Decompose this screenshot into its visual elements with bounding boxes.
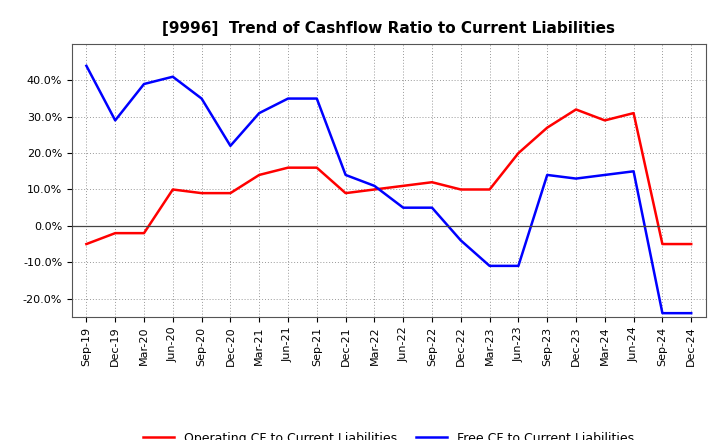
Operating CF to Current Liabilities: [600, 118, 609, 123]
Operating CF to Current Liabilities: [82, 242, 91, 247]
Operating CF to Current Liabilities: [312, 165, 321, 170]
Free CF to Current Liabilities: [226, 143, 235, 148]
Free CF to Current Liabilities: [600, 172, 609, 178]
Operating CF to Current Liabilities: [255, 172, 264, 178]
Line: Free CF to Current Liabilities: Free CF to Current Liabilities: [86, 66, 691, 313]
Operating CF to Current Liabilities: [226, 191, 235, 196]
Operating CF to Current Liabilities: [111, 231, 120, 236]
Free CF to Current Liabilities: [140, 81, 148, 87]
Free CF to Current Liabilities: [370, 183, 379, 188]
Free CF to Current Liabilities: [197, 96, 206, 101]
Free CF to Current Liabilities: [543, 172, 552, 178]
Free CF to Current Liabilities: [312, 96, 321, 101]
Free CF to Current Liabilities: [111, 118, 120, 123]
Title: [9996]  Trend of Cashflow Ratio to Current Liabilities: [9996] Trend of Cashflow Ratio to Curren…: [162, 21, 616, 36]
Line: Operating CF to Current Liabilities: Operating CF to Current Liabilities: [86, 110, 691, 244]
Legend: Operating CF to Current Liabilities, Free CF to Current Liabilities: Operating CF to Current Liabilities, Fre…: [138, 427, 639, 440]
Operating CF to Current Liabilities: [140, 231, 148, 236]
Operating CF to Current Liabilities: [197, 191, 206, 196]
Operating CF to Current Liabilities: [341, 191, 350, 196]
Operating CF to Current Liabilities: [514, 150, 523, 156]
Operating CF to Current Liabilities: [687, 242, 696, 247]
Free CF to Current Liabilities: [255, 110, 264, 116]
Free CF to Current Liabilities: [514, 263, 523, 268]
Operating CF to Current Liabilities: [456, 187, 465, 192]
Free CF to Current Liabilities: [428, 205, 436, 210]
Free CF to Current Liabilities: [658, 311, 667, 316]
Free CF to Current Liabilities: [341, 172, 350, 178]
Operating CF to Current Liabilities: [168, 187, 177, 192]
Free CF to Current Liabilities: [82, 63, 91, 69]
Operating CF to Current Liabilities: [658, 242, 667, 247]
Operating CF to Current Liabilities: [428, 180, 436, 185]
Free CF to Current Liabilities: [629, 169, 638, 174]
Operating CF to Current Liabilities: [370, 187, 379, 192]
Operating CF to Current Liabilities: [399, 183, 408, 188]
Free CF to Current Liabilities: [456, 238, 465, 243]
Free CF to Current Liabilities: [485, 263, 494, 268]
Free CF to Current Liabilities: [687, 311, 696, 316]
Operating CF to Current Liabilities: [543, 125, 552, 130]
Operating CF to Current Liabilities: [629, 110, 638, 116]
Operating CF to Current Liabilities: [485, 187, 494, 192]
Free CF to Current Liabilities: [284, 96, 292, 101]
Operating CF to Current Liabilities: [572, 107, 580, 112]
Free CF to Current Liabilities: [399, 205, 408, 210]
Free CF to Current Liabilities: [168, 74, 177, 79]
Operating CF to Current Liabilities: [284, 165, 292, 170]
Free CF to Current Liabilities: [572, 176, 580, 181]
